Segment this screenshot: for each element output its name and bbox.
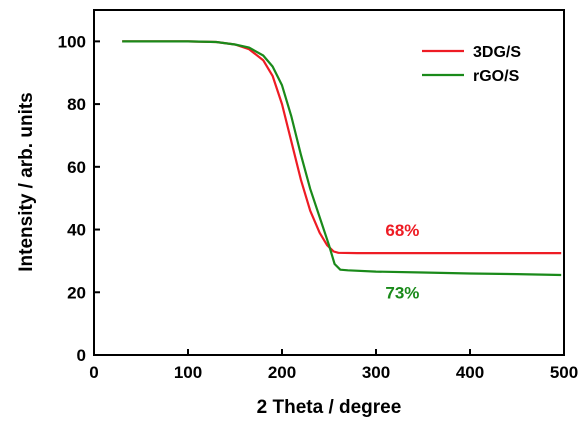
legend-label-3dg-s: 3DG/S: [473, 44, 521, 61]
x-tick-label-500: 500: [550, 363, 578, 382]
annotation-73-percent: 73%: [385, 284, 419, 303]
plot-area: 0 100 200 300 400 500 0 20 40 60 80 100 68% 73%: [58, 9, 579, 382]
y-tick-label-20: 20: [67, 283, 86, 302]
x-tick-label-400: 400: [456, 363, 484, 382]
annotation-layer: 68% 73%: [385, 221, 419, 303]
ticks-layer: 0 100 200 300 400 500 0 20 40 60 80 100: [58, 32, 579, 382]
y-tick-label-60: 60: [67, 158, 86, 177]
y-tick-label-40: 40: [67, 221, 86, 240]
x-axis-label: 2 Theta / degree: [257, 397, 402, 418]
x-tick-label-300: 300: [362, 363, 390, 382]
annotation-68-percent: 68%: [385, 221, 419, 240]
x-tick-label-0: 0: [89, 363, 98, 382]
y-axis-label: Intensity / arb. units: [16, 92, 37, 271]
y-tick-label-100: 100: [58, 32, 86, 51]
series-layer: [122, 40, 562, 277]
y-tick-label-0: 0: [77, 346, 86, 365]
legend-label-rgo-s: rGO/S: [473, 68, 520, 85]
x-tick-label-100: 100: [174, 363, 202, 382]
y-tick-label-80: 80: [67, 95, 86, 114]
legend: 3DG/S rGO/S: [422, 44, 521, 85]
series-line-rgo-s: [122, 40, 562, 277]
x-tick-label-200: 200: [268, 363, 296, 382]
plot-frame: [93, 9, 565, 356]
